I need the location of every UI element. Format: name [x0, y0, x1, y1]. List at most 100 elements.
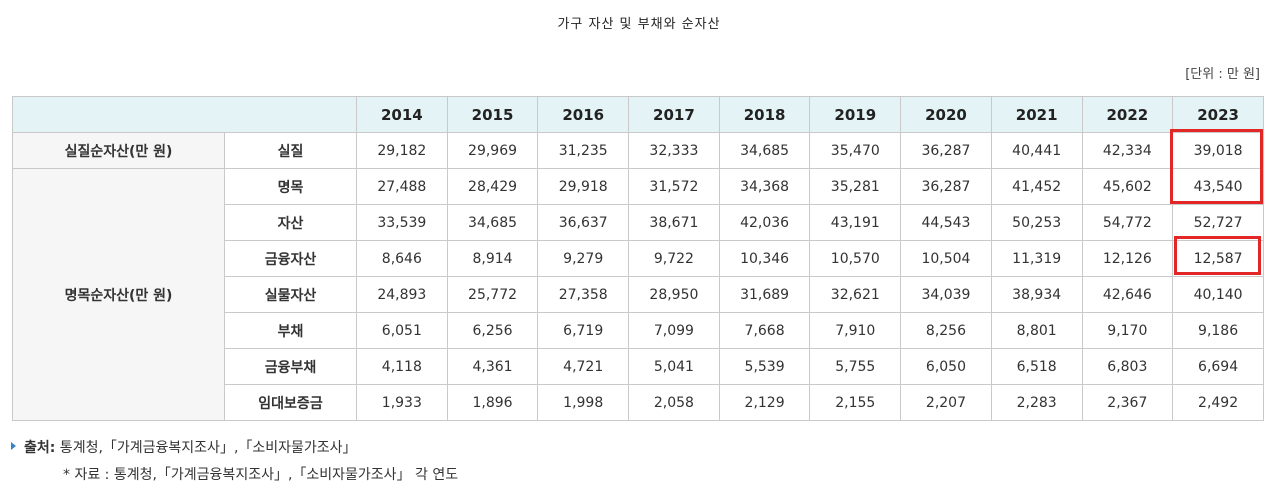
table-cell: 9,279: [537, 240, 630, 277]
row-label: 실질: [224, 132, 357, 169]
bullet-arrow-icon: [11, 442, 16, 450]
table-cell: 8,256: [900, 312, 992, 349]
table-cell: 32,621: [809, 276, 902, 313]
table-cell: 31,235: [537, 132, 630, 169]
table-cell: 34,039: [900, 276, 992, 313]
table-cell: 24,893: [356, 276, 448, 313]
table-row: 자산 33,539 34,685 36,637 38,671 42,036 43,191 44…: [13, 204, 1264, 241]
table-cell: 42,646: [1081, 276, 1174, 313]
year-header: 2014: [356, 96, 448, 133]
table-cell: 52,727: [1172, 204, 1264, 241]
year-header: 2015: [446, 96, 539, 133]
highlight-box-financial: [1174, 236, 1261, 275]
table-cell: 2,058: [628, 384, 720, 421]
table-cell: 8,801: [990, 312, 1083, 349]
group-label-nominal: 명목순자산(만 원): [12, 168, 225, 421]
table-cell: 34,685: [718, 132, 811, 169]
table-cell: 32,333: [628, 132, 720, 169]
table-cell: 40,140: [1172, 276, 1264, 313]
table-cell: 38,671: [628, 204, 720, 241]
table-cell: 31,572: [628, 168, 720, 205]
table-cell: 9,186: [1172, 312, 1264, 349]
table-cell: 1,896: [446, 384, 539, 421]
table-cell: 9,722: [628, 240, 720, 277]
source-line: 출처: 통계청,「가계금융복지조사」,「소비자물가조사」: [11, 437, 357, 457]
year-header: 2016: [537, 96, 630, 133]
table-cell: 27,488: [356, 168, 448, 205]
table-row: 금융부채 4,118 4,361 4,721 5,041 5,539 5,755 6,050 6…: [13, 348, 1264, 385]
table-cell: 29,182: [356, 132, 448, 169]
table-cell: 35,281: [809, 168, 902, 205]
table-cell: 33,539: [356, 204, 448, 241]
table-cell: 10,346: [718, 240, 811, 277]
table-cell: 11,319: [990, 240, 1083, 277]
table-cell: 43,191: [809, 204, 902, 241]
year-header: 2017: [628, 96, 720, 133]
year-header: 2021: [990, 96, 1083, 133]
table-cell: 6,256: [446, 312, 539, 349]
table-cell: 1,933: [356, 384, 448, 421]
table-cell: 28,429: [446, 168, 539, 205]
year-header: 2020: [900, 96, 992, 133]
table-row: 임대보증금 1,933 1,896 1,998 2,058 2,129 2,155 2,207…: [13, 384, 1264, 421]
table-header-row: 2014 2015 2016 2017 2018 2019 2020 2021 …: [12, 96, 1264, 133]
table-cell: 41,452: [990, 168, 1083, 205]
table-cell: 5,539: [718, 348, 811, 385]
table-row: 실질순자산(만 원) 실질 29,182 29,969 31,235 32,333 34,6…: [12, 132, 1264, 169]
row-label: 금융자산: [224, 240, 357, 277]
table-cell: 6,051: [356, 312, 448, 349]
unit-label: [단위 : 만 원]: [1185, 67, 1260, 82]
table-cell: 1,998: [537, 384, 630, 421]
table-cell: 36,287: [900, 132, 992, 169]
table-cell: 36,637: [537, 204, 630, 241]
table-cell: 12,126: [1081, 240, 1174, 277]
table-row: 금융자산 8,646 8,914 9,279 9,722 10,346 10,570 10,5…: [13, 240, 1264, 277]
table-cell: 29,918: [537, 168, 630, 205]
row-label: 금융부채: [224, 348, 357, 385]
net-assets-table: 2014 2015 2016 2017 2018 2019 2020 2021 …: [12, 96, 1264, 421]
row-label: 실물자산: [224, 276, 357, 313]
table-cell: 6,050: [900, 348, 992, 385]
row-label: 자산: [224, 204, 357, 241]
table-cell: 4,118: [356, 348, 448, 385]
table-cell: 2,155: [809, 384, 902, 421]
header-blank: [12, 96, 357, 133]
table-cell: 2,207: [900, 384, 992, 421]
table-cell: 54,772: [1081, 204, 1174, 241]
table-cell: 35,470: [809, 132, 902, 169]
table-cell: 40,441: [990, 132, 1083, 169]
table-cell: 2,283: [990, 384, 1083, 421]
table-cell: 7,668: [718, 312, 811, 349]
table-row: 실물자산 24,893 25,772 27,358 28,950 31,689 32,621…: [13, 276, 1264, 313]
table-cell: 10,504: [900, 240, 992, 277]
year-header: 2019: [809, 96, 902, 133]
table-cell: 39,018: [1172, 132, 1264, 169]
table-cell: 12,587: [1172, 240, 1264, 277]
row-label: 부채: [224, 312, 357, 349]
highlight-box-top: [1170, 129, 1263, 204]
table-cell: 9,170: [1081, 312, 1174, 349]
year-header: 2018: [718, 96, 811, 133]
table-cell: 2,367: [1081, 384, 1174, 421]
table-cell: 7,910: [809, 312, 902, 349]
table-cell: 43,540: [1172, 168, 1264, 205]
row-label: 임대보증금: [224, 384, 357, 421]
table-cell: 2,129: [718, 384, 811, 421]
table-row: 명목순자산(만 원) 명목 27,488 28,429 29,918 31,572 34,3…: [12, 168, 1264, 421]
table-cell: 27,358: [537, 276, 630, 313]
table-cell: 6,803: [1081, 348, 1174, 385]
page-title: 가구 자산 및 부채와 순자산: [557, 17, 721, 32]
table-cell: 5,755: [809, 348, 902, 385]
table-cell: 5,041: [628, 348, 720, 385]
table-cell: 6,694: [1172, 348, 1264, 385]
table-cell: 34,685: [446, 204, 539, 241]
table-cell: 6,719: [537, 312, 630, 349]
table-cell: 29,969: [446, 132, 539, 169]
table-cell: 4,361: [446, 348, 539, 385]
year-header: 2023: [1172, 96, 1264, 133]
table-cell: 42,334: [1081, 132, 1174, 169]
table-cell: 25,772: [446, 276, 539, 313]
table-cell: 38,934: [990, 276, 1083, 313]
table-cell: 8,914: [446, 240, 539, 277]
table-cell: 6,518: [990, 348, 1083, 385]
